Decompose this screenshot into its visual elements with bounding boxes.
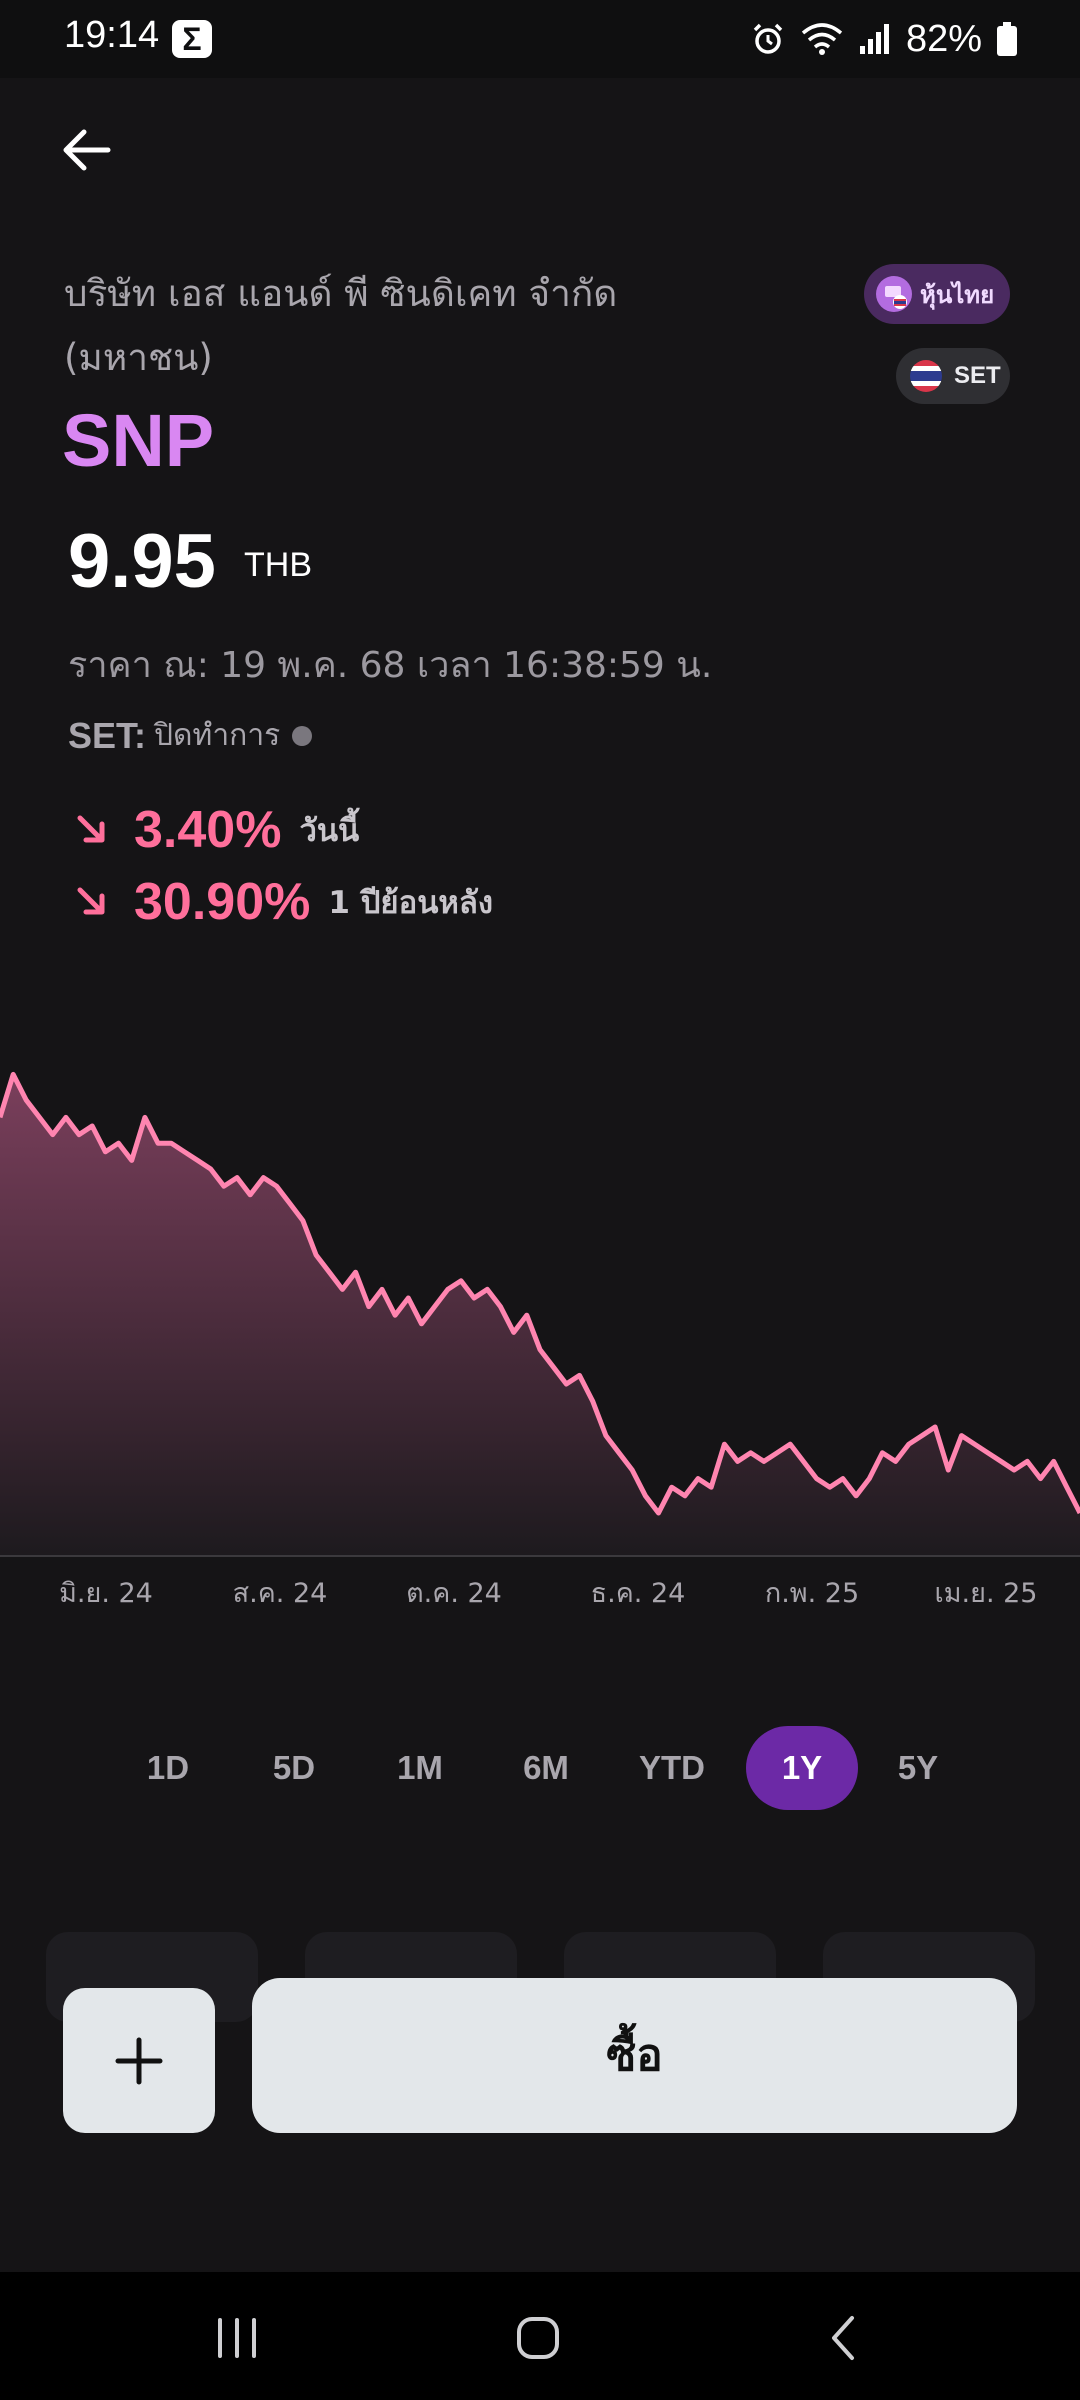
- x-tick-label: เม.ย. 25: [935, 1578, 1038, 1609]
- price-chart[interactable]: มิ.ย. 24 ส.ค. 24 ต.ค. 24 ธ.ค. 24 ก.พ. 25 เม.ย…: [0, 1020, 1080, 1640]
- recent-apps-icon[interactable]: [212, 2316, 262, 2360]
- thai-stock-icon: [876, 276, 912, 312]
- back-arrow-icon[interactable]: [58, 122, 114, 178]
- home-icon[interactable]: [514, 2314, 562, 2362]
- market-status-dot: [292, 725, 313, 746]
- range-ytd[interactable]: YTD: [639, 1749, 705, 1786]
- add-to-watchlist-button[interactable]: [63, 1988, 215, 2133]
- trend-down-icon: [77, 887, 105, 915]
- company-name: บริษัท เอส แอนด์ พี ซินดิเคท จำกัด (มหาช…: [64, 272, 618, 379]
- range-5d[interactable]: 5D: [272, 1749, 316, 1786]
- system-nav-bar: [0, 2272, 1080, 2400]
- thai-stock-tag[interactable]: หุ้นไทย: [864, 264, 1010, 324]
- x-tick-label: ต.ค. 24: [406, 1578, 502, 1609]
- x-axis-ticks: มิ.ย. 24 ส.ค. 24 ต.ค. 24 ธ.ค. 24 ก.พ. 25 เม.ย…: [59, 1578, 1037, 1609]
- range-6m[interactable]: 6M: [523, 1749, 569, 1786]
- back-nav-icon[interactable]: [820, 2314, 868, 2362]
- x-tick-label: ส.ค. 24: [233, 1578, 328, 1609]
- status-bar: 19:14 Σ 82%: [0, 0, 1080, 78]
- market-status-text: ปิดทำการ: [154, 718, 281, 753]
- change-today-period: วันนี้: [299, 813, 360, 849]
- thailand-flag-icon: [910, 360, 942, 392]
- status-icons: 82%: [750, 14, 1018, 64]
- change-today: 3.40% วันนี้: [74, 800, 359, 860]
- change-1y-period: 1 ปีย้อนหลัง: [328, 885, 493, 921]
- change-1y: 30.90% 1 ปีย้อนหลัง: [74, 872, 493, 932]
- status-time: 19:14: [64, 14, 160, 56]
- exchange-label: SET: [954, 362, 1001, 389]
- price-currency: THB: [244, 546, 312, 584]
- trend-down-icon: [77, 815, 105, 843]
- price-line: [0, 1071, 1080, 1516]
- exchange-tag[interactable]: SET: [896, 348, 1010, 404]
- range-1y[interactable]: 1Y: [746, 1726, 858, 1810]
- battery-icon: [997, 22, 1017, 56]
- change-1y-value: 30.90%: [134, 873, 311, 931]
- ticker-symbol: SNP: [62, 399, 215, 482]
- range-1d[interactable]: 1D: [146, 1749, 190, 1786]
- x-tick-label: ก.พ. 25: [765, 1578, 859, 1609]
- cell-signal-icon: [859, 24, 889, 54]
- price-area-fill: [0, 1074, 1080, 1556]
- price-value: 9.95: [68, 519, 216, 604]
- range-selector: 1D 5D 1M 6M YTD 1Y 5Y: [112, 1726, 972, 1812]
- wifi-icon: [801, 23, 843, 55]
- buy-button[interactable]: ซื้อ: [252, 1978, 1017, 2133]
- thai-stock-label: หุ้นไทย: [920, 280, 995, 309]
- x-tick-label: มิ.ย. 24: [59, 1578, 153, 1609]
- alarm-icon: [753, 23, 783, 54]
- plus-icon: [115, 2037, 163, 2085]
- market-status: SET: ปิดทำการ: [68, 712, 313, 759]
- range-5y[interactable]: 5Y: [897, 1749, 939, 1786]
- notification-sigma-icon: Σ: [172, 20, 212, 58]
- battery-percent: 82%: [905, 17, 982, 60]
- range-1m[interactable]: 1M: [397, 1749, 443, 1786]
- price-timestamp: ราคา ณ: 19 พ.ค. 68 เวลา 16:38:59 น.: [68, 645, 713, 686]
- x-tick-label: ธ.ค. 24: [591, 1578, 686, 1609]
- change-today-value: 3.40%: [134, 801, 282, 859]
- market-label: SET:: [68, 714, 147, 756]
